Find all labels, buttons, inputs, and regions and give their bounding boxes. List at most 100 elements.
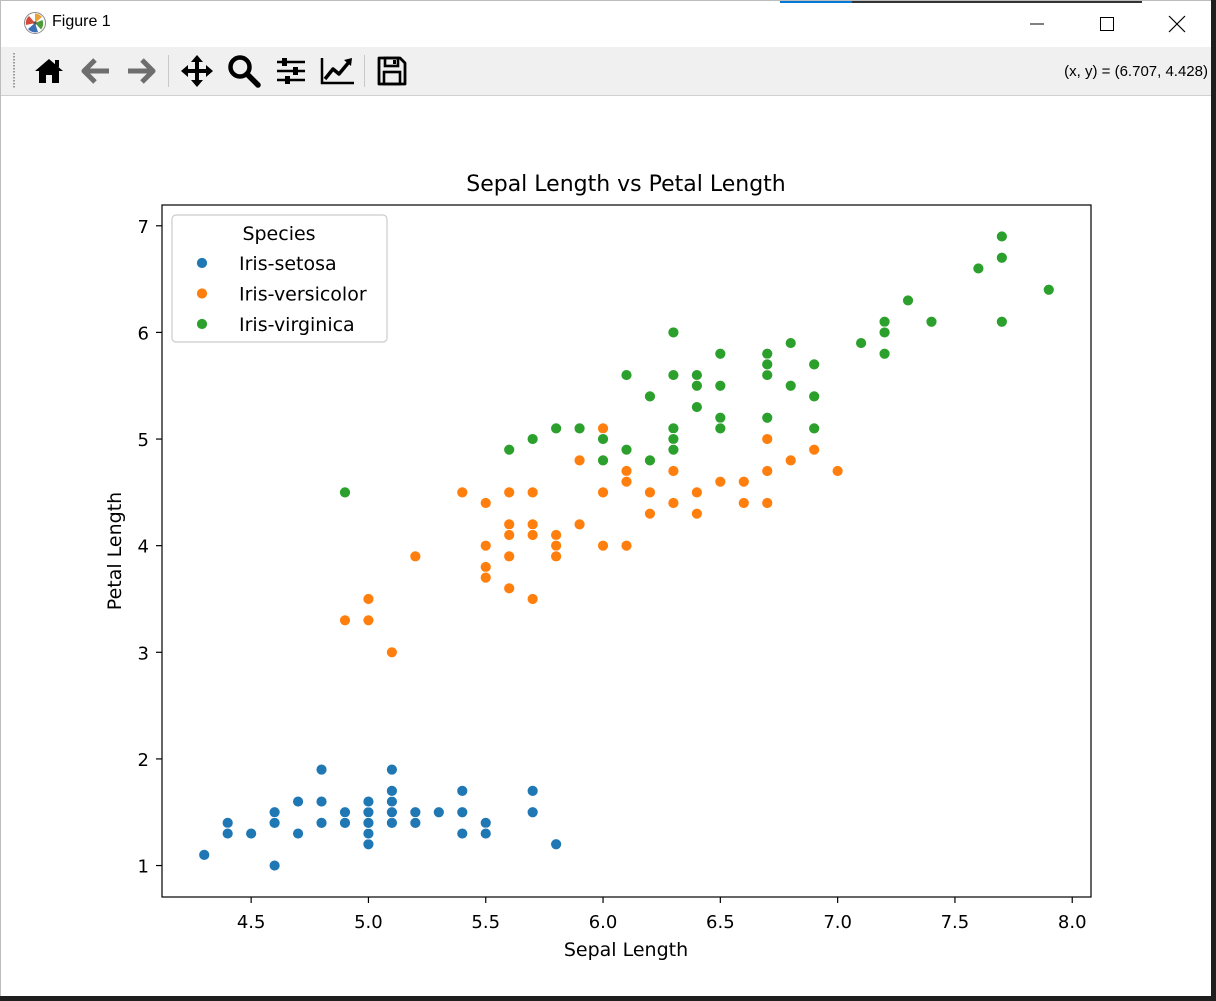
legend-marker-1 [196,287,208,300]
legend-label-2: Iris-virginica [239,314,355,336]
point-iris-setosa-17 [362,806,375,819]
point-iris-versicolor-34 [690,486,703,499]
x-tick-label-0: 4.5 [237,912,266,933]
point-iris-versicolor-0 [339,614,351,627]
legend-marker-0 [196,257,208,269]
point-iris-versicolor-17 [526,529,539,541]
point-iris-setosa-24 [386,763,398,776]
configure-subplots-button[interactable] [271,53,311,89]
home-button[interactable] [29,53,69,89]
point-iris-setosa-32 [479,816,492,829]
edit-axis-button[interactable] [318,53,358,89]
point-iris-versicolor-21 [550,550,563,563]
point-iris-setosa-25 [386,806,398,819]
point-iris-versicolor-33 [667,497,680,509]
pan-button[interactable] [177,53,217,89]
title-bar[interactable]: Figure 1 [1,1,1211,47]
point-iris-versicolor-11 [503,518,516,531]
y-tick-label-5: 6 [138,323,149,344]
point-iris-versicolor-13 [503,550,516,563]
point-iris-setosa-30 [456,806,469,819]
point-iris-virginica-7 [620,369,633,381]
legend-marker-2 [196,318,208,330]
back-button[interactable] [76,53,116,89]
edit-axis-icon [320,58,354,85]
point-iris-versicolor-37 [737,475,750,488]
x-tick-label-4: 6.5 [706,912,735,933]
axes-frame [161,204,1092,898]
point-iris-setosa-23 [386,785,398,797]
point-iris-versicolor-42 [784,454,797,467]
legend-title: Species [242,223,315,245]
figure-canvas[interactable]: Sepal Length vs Petal Length 4.5 5.0 5.5 6.… [1,96,1212,997]
x-tick-label-5: 7.0 [823,912,852,933]
point-iris-virginica-37 [878,347,891,360]
x-tick-label-6: 7.5 [941,912,970,933]
point-iris-virginica-29 [784,337,797,349]
maximize-icon [1100,17,1114,31]
point-iris-virginica-33 [808,422,821,435]
point-iris-virginica-8 [620,443,633,456]
point-iris-setosa-11 [315,763,328,776]
point-iris-virginica-16 [690,369,703,381]
data-points [198,230,1055,872]
point-iris-versicolor-10 [503,486,516,499]
point-iris-versicolor-4 [409,550,422,563]
window-title: Figure 1 [52,13,111,30]
point-iris-versicolor-40 [761,465,774,477]
point-iris-setosa-9 [315,816,328,829]
y-tick-label-1: 2 [138,750,149,771]
point-iris-setosa-8 [292,795,304,808]
navigation-toolbar: (x, y) = (6.707, 4.428) [1,47,1211,96]
point-iris-versicolor-25 [597,486,609,499]
point-iris-virginica-43 [995,315,1008,328]
point-iris-versicolor-14 [503,582,516,595]
point-iris-setosa-3 [245,827,258,840]
point-iris-versicolor-9 [479,571,492,584]
legend-box [171,214,388,343]
point-iris-virginica-41 [995,230,1008,243]
point-iris-versicolor-6 [479,497,492,509]
chart-title: Sepal Length vs Petal Length [466,172,786,197]
point-iris-setosa-2 [221,827,234,840]
point-iris-virginica-30 [784,379,797,392]
y-tick-label-6: 7 [138,217,149,238]
legend: Species Iris-setosa Iris-versicolor Iris-v… [171,214,388,343]
x-tick-label-3: 6.0 [589,912,618,933]
save-icon [377,56,407,86]
minimize-button[interactable] [1002,1,1072,47]
zoom-button[interactable] [224,53,264,89]
point-iris-versicolor-43 [808,443,821,456]
point-iris-versicolor-30 [644,486,656,499]
toolbar-grip[interactable] [13,53,15,89]
point-iris-versicolor-8 [479,561,492,573]
maximize-button[interactable] [1072,1,1142,47]
forward-button[interactable] [121,53,161,89]
legend-label-1: Iris-versicolor [239,284,367,306]
close-button[interactable] [1142,1,1212,47]
point-iris-versicolor-29 [620,539,633,552]
y-tick-label-0: 1 [138,857,149,878]
point-iris-virginica-4 [573,422,586,435]
point-iris-versicolor-18 [526,593,539,605]
close-icon [1168,15,1186,33]
point-iris-versicolor-19 [550,529,563,541]
point-iris-virginica-31 [808,358,821,371]
point-iris-virginica-9 [644,390,656,403]
point-iris-setosa-27 [409,816,422,829]
point-iris-versicolor-39 [761,433,774,445]
point-iris-setosa-31 [456,827,469,840]
point-iris-virginica-40 [972,262,985,275]
save-button[interactable] [372,53,412,89]
back-icon [81,58,109,84]
subplots-icon [277,58,305,84]
point-iris-versicolor-32 [667,465,680,477]
point-iris-virginica-26 [761,369,774,381]
point-iris-virginica-2 [526,433,539,445]
point-iris-setosa-1 [221,816,234,829]
point-iris-virginica-36 [878,326,891,339]
point-iris-setosa-13 [339,816,351,829]
point-iris-setosa-4 [268,859,281,872]
point-iris-versicolor-1 [362,593,375,605]
scatter-chart[interactable]: Sepal Length vs Petal Length 4.5 5.0 5.5 6.… [1,96,1212,997]
